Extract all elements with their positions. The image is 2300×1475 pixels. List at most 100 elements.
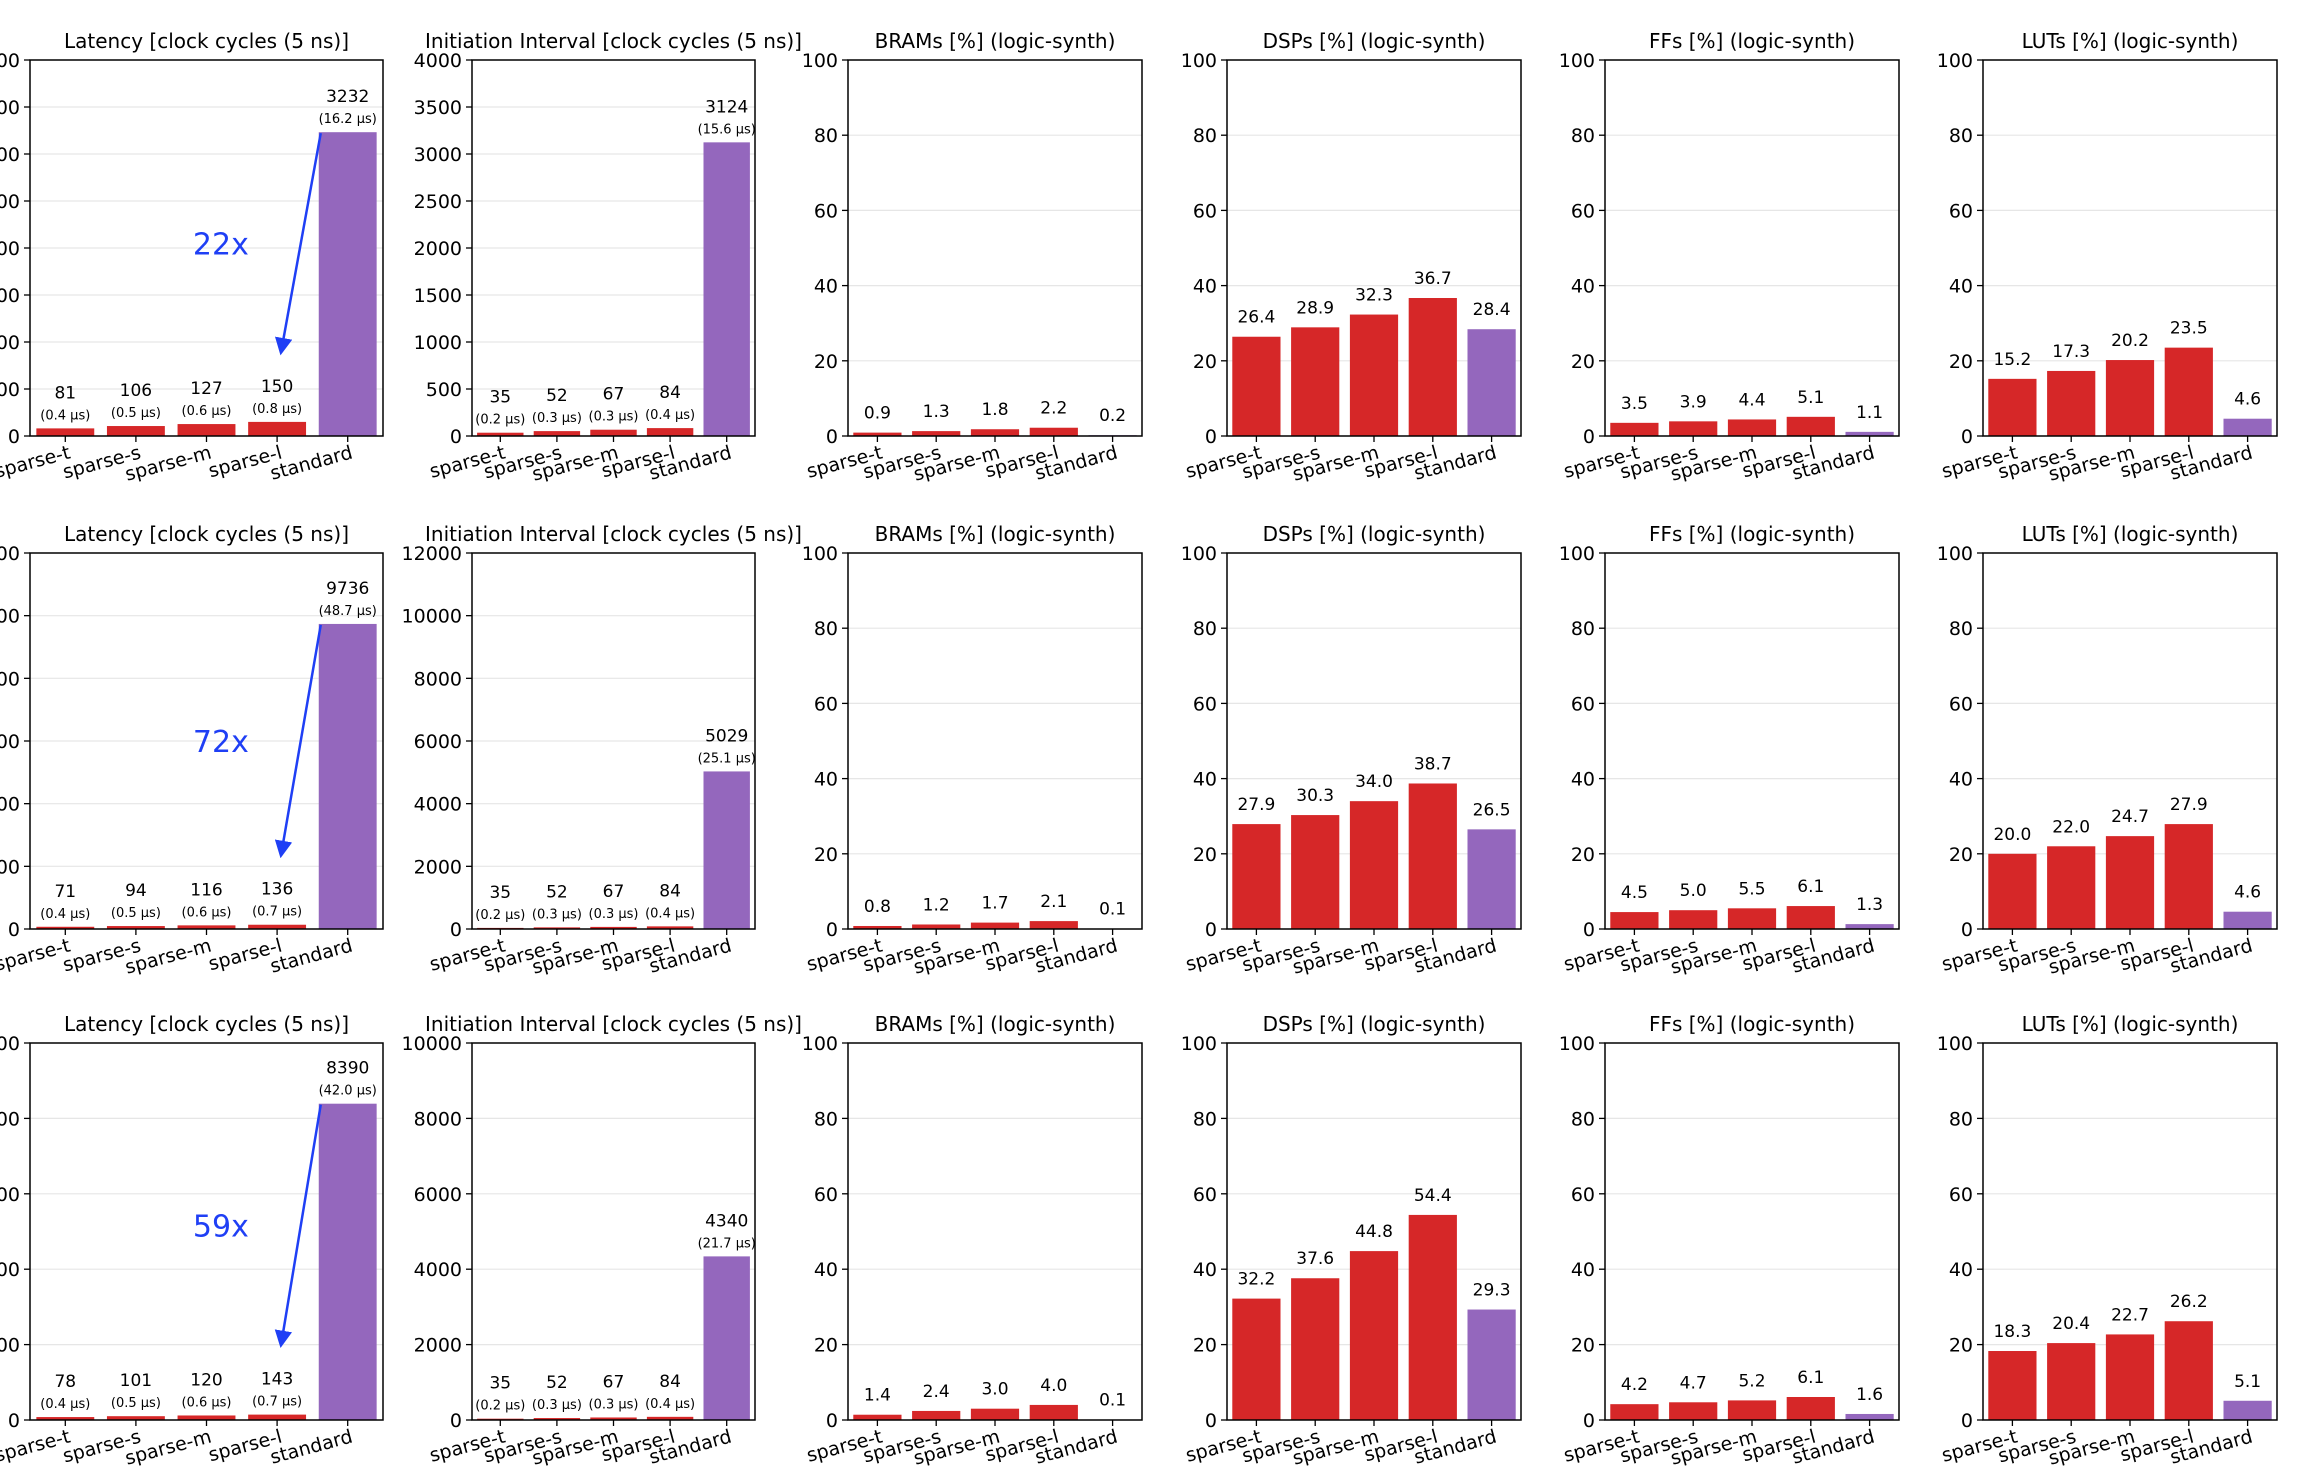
y-tick-label: 100 [1559,50,1595,72]
bar-value-label: 44.8 [1355,1222,1393,1242]
y-tick-label: 20 [1571,351,1595,373]
bar-sparse-m [1349,314,1399,436]
y-tick-label: 100 [1559,1033,1595,1055]
bar-sparse-l [1408,783,1457,929]
bar-sparse-m [1727,1400,1777,1420]
bar-value-label: 3.9 [1680,392,1707,412]
panel-r2-c4: 27.9sparse-t30.3sparse-s34.0sparse-m38.7… [1181,522,1522,979]
bar-standard [318,1103,377,1420]
panel-title: Initiation Interval [clock cycles (5 ns)… [425,522,802,546]
y-tick-label: 1500 [414,285,462,307]
y-tick-label: 80 [814,125,838,147]
axes-frame [1604,59,1900,437]
axes-frame [1226,59,1522,437]
panel-r1-c5: 3.5sparse-t3.9sparse-s4.4sparse-m5.1spar… [1559,29,1900,486]
bar-sublabel: (0.3 µs) [532,1398,582,1413]
y-tick-label: 500 [426,379,462,401]
bar-sublabel: (0.5 µs) [111,1396,161,1411]
bar-sparse-t [36,428,95,436]
speedup-label: 22x [193,228,249,263]
bar-standard [318,132,377,436]
bar-value-label: 81 [54,383,76,403]
y-tick-label: 60 [1571,1184,1595,1206]
bar-sparse-l [646,926,694,929]
bar-value-label: 1.4 [864,1386,891,1406]
bar-sparse-l [646,1416,694,1420]
bar-value-label: 1.2 [923,895,950,915]
bar-sparse-s [912,1410,961,1420]
y-tick-label: 40 [814,1259,838,1281]
bar-value-label: 23.5 [2170,319,2208,339]
y-tick-label: 0 [826,1410,838,1432]
bar-sparse-l [2164,347,2213,436]
y-tick-label: 60 [1949,693,1973,715]
bar-standard [703,771,750,929]
bar-sublabel: (0.8 µs) [252,402,302,417]
axes-frame [29,1042,384,1421]
y-tick-label: 80 [1949,618,1973,640]
bar-sublabel: (0.6 µs) [182,905,232,920]
y-tick-label: 100 [1937,543,1973,565]
bar-value-label: 5029 [705,726,748,746]
bar-sublabel: (0.4 µs) [40,907,90,922]
y-tick-label: 3000 [414,144,462,166]
bar-standard [1845,431,1894,436]
bar-sparse-l [1029,921,1078,929]
y-tick-label: 40 [1193,769,1217,791]
panel-title: Initiation Interval [clock cycles (5 ns)… [425,1012,802,1036]
bar-sublabel: (0.5 µs) [111,906,161,921]
y-tick-label: 20 [1949,1335,1973,1357]
bar-value-label: 27.9 [1237,795,1275,815]
bar-sparse-l [248,1414,307,1420]
bar-value-label: 0.1 [1099,1391,1126,1411]
bar-sparse-l [2164,824,2213,929]
bar-value-label: 26.5 [1473,800,1511,820]
y-tick-label: 0 [8,1410,20,1432]
bar-sparse-s [2047,846,2096,929]
bar-value-label: 34.0 [1355,772,1393,792]
y-tick-label: 60 [814,693,838,715]
bar-value-label: 84 [659,881,681,901]
axes-frame [471,552,756,930]
bar-sparse-m [1349,1251,1399,1420]
bar-value-label: 20.2 [2111,331,2149,351]
bar-value-label: 4.4 [1738,390,1765,410]
speedup-label: 72x [193,725,249,760]
x-tick-label: standard [268,935,355,978]
axes-frame [847,59,1143,437]
y-tick-label: 6000 [414,731,462,753]
panel-title: Latency [clock cycles (5 ns)] [64,1012,349,1036]
bar-sparse-s [106,926,165,929]
bar-sparse-s [912,431,961,436]
bar-value-label: 4.0 [1040,1376,1067,1396]
y-tick-label: 4000 [414,1259,462,1281]
bar-sparse-t [1988,378,2037,436]
bar-sublabel: (0.5 µs) [111,406,161,421]
bar-value-label: 101 [120,1371,152,1391]
panel-title: DSPs [%] (logic-synth) [1263,522,1486,546]
bar-value-label: 84 [659,383,681,403]
bar-value-label: 0.9 [864,404,891,424]
bar-sublabel: (0.4 µs) [40,1397,90,1412]
y-tick-label: 4000 [0,50,20,72]
bar-value-label: 1.7 [981,894,1008,914]
y-tick-label: 1000 [414,332,462,354]
bar-sublabel: (0.4 µs) [40,408,90,423]
panel-r2-c5: 4.5sparse-t5.0sparse-s5.5sparse-m6.1spar… [1559,522,1900,979]
y-tick-label: 100 [1937,1033,1973,1055]
y-tick-label: 60 [814,1184,838,1206]
y-tick-label: 100 [802,1033,838,1055]
y-tick-label: 0 [826,426,838,448]
bar-sparse-t [1988,853,2037,929]
axes-frame [1982,59,2278,437]
y-tick-label: 60 [1949,200,1973,222]
panel-title: BRAMs [%] (logic-synth) [875,522,1116,546]
y-tick-label: 20 [1949,844,1973,866]
bar-sublabel: (0.3 µs) [532,907,582,922]
panel-title: FFs [%] (logic-synth) [1649,522,1855,546]
panel-title: LUTs [%] (logic-synth) [2022,522,2239,546]
y-tick-label: 2000 [0,1335,20,1357]
panel-r1-c3: 0.9sparse-t1.3sparse-s1.8sparse-m2.2spar… [802,29,1143,486]
bar-value-label: 0.8 [864,897,891,917]
